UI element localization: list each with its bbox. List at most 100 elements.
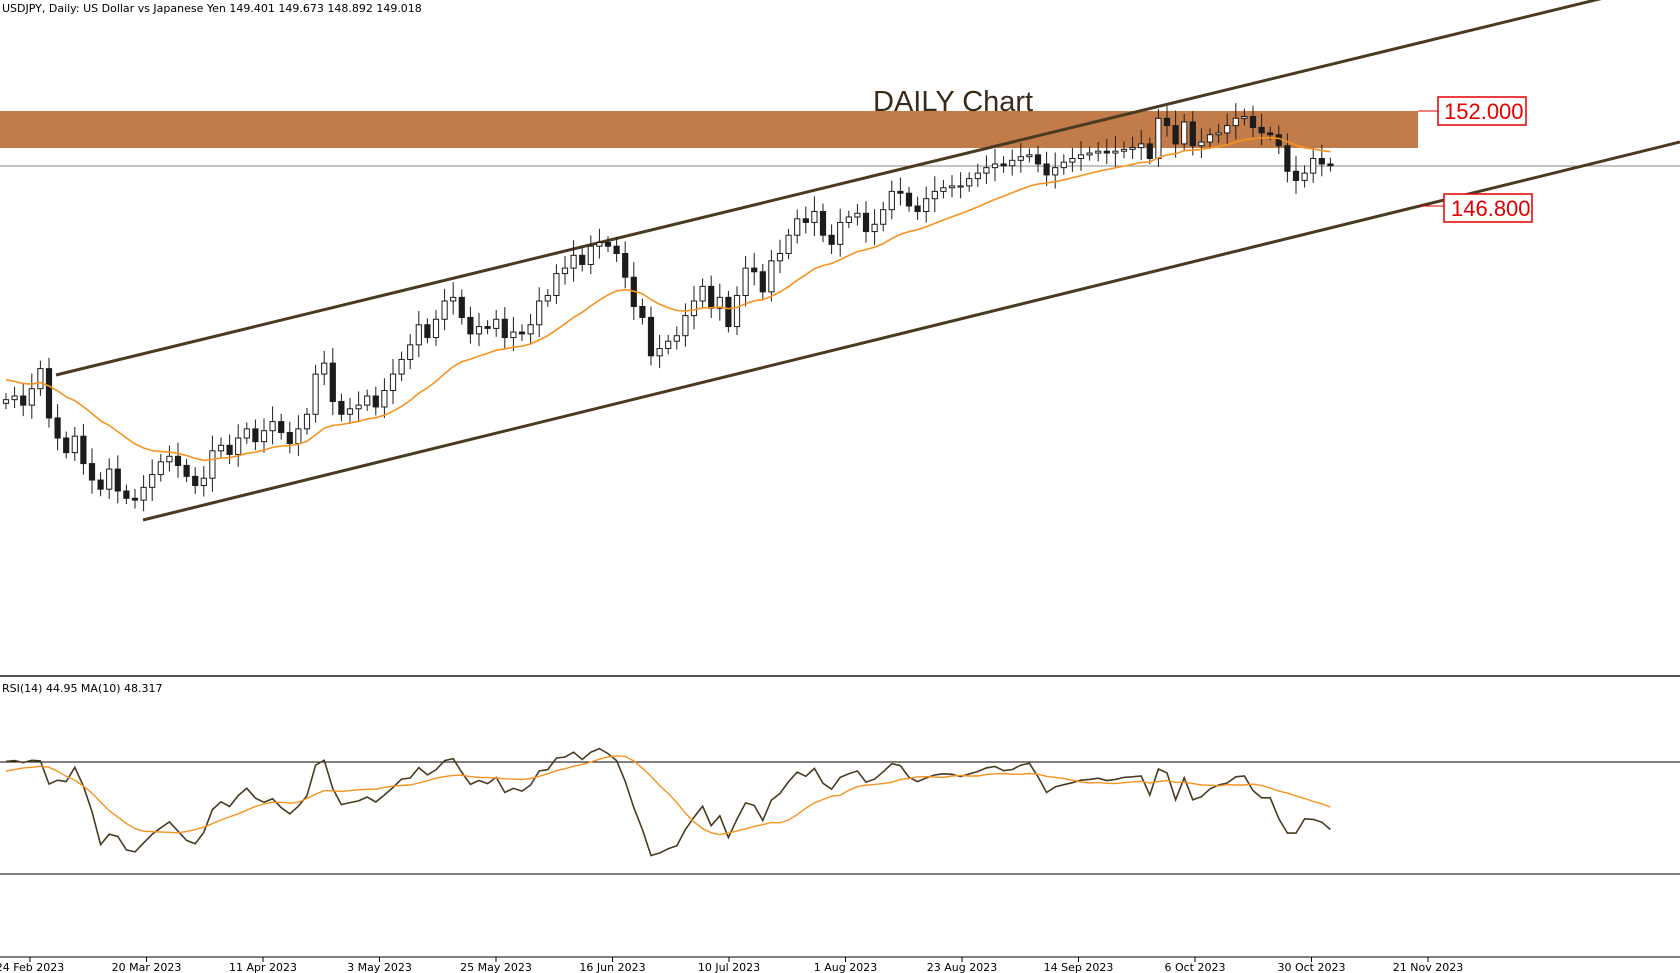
candle-body	[622, 253, 629, 278]
candle	[742, 255, 749, 307]
candle-body	[948, 185, 956, 189]
candle	[613, 236, 620, 262]
candle	[785, 228, 792, 260]
candle	[200, 465, 207, 497]
candle-body	[845, 216, 852, 223]
x-tick-label: 6 Oct 2023	[1164, 961, 1225, 973]
candle	[811, 196, 818, 237]
candle	[338, 393, 345, 422]
x-tick-label: 21 Nov 2023	[1393, 961, 1463, 973]
candle-body	[1189, 121, 1196, 147]
candle-body	[776, 253, 784, 262]
candle-body	[1224, 125, 1231, 134]
candle	[837, 208, 844, 257]
candle-body	[957, 185, 964, 188]
candle	[690, 285, 698, 330]
candle	[1292, 156, 1300, 195]
candle-body	[312, 373, 319, 415]
candle	[131, 488, 139, 509]
candle-body	[613, 245, 620, 254]
candle-body	[699, 285, 706, 302]
candle	[1215, 123, 1222, 144]
rsi-label: RSI(14) 44.95 MA(10) 48.317	[2, 682, 163, 695]
candle-body	[80, 435, 87, 465]
candle-body	[1095, 150, 1102, 154]
support-label: 146.800	[1420, 193, 1533, 223]
candle-body	[217, 444, 225, 452]
candle-body	[355, 404, 362, 410]
candle-body	[346, 408, 354, 415]
candle-body	[475, 326, 483, 335]
candle-body	[286, 432, 293, 444]
candle	[673, 326, 680, 350]
candle	[880, 201, 887, 232]
candle-body	[114, 468, 121, 492]
candle-body	[1077, 154, 1085, 160]
candle	[914, 196, 921, 220]
candle	[587, 235, 594, 275]
x-tick-label: 1 Aug 2023	[814, 961, 877, 973]
candle	[346, 398, 354, 424]
candle	[794, 209, 801, 244]
candle-body	[235, 437, 242, 455]
candle-body	[1232, 117, 1239, 127]
candle	[424, 318, 431, 344]
candle	[286, 421, 293, 454]
candle	[192, 467, 199, 494]
candle	[1206, 128, 1214, 148]
candle	[776, 239, 784, 274]
x-tick-label: 30 Oct 2023	[1277, 961, 1345, 973]
candle	[759, 263, 766, 299]
candle-body	[1163, 117, 1171, 127]
candle	[54, 404, 61, 451]
candle	[1120, 141, 1128, 159]
candle-body	[1129, 147, 1136, 150]
rsi-panel[interactable]: RSI(14) 44.95 MA(10) 48.317	[0, 682, 1680, 875]
candle	[28, 373, 35, 419]
candle	[1327, 157, 1334, 172]
candle	[1310, 147, 1317, 183]
candle	[329, 347, 336, 416]
candle	[441, 288, 448, 331]
candle	[1189, 111, 1196, 156]
candle-body	[527, 324, 534, 335]
candle-body	[269, 421, 276, 432]
candle-body	[407, 344, 414, 360]
candle-body	[166, 455, 173, 463]
candle	[1275, 125, 1282, 155]
candle-body	[458, 296, 465, 318]
candle-body	[733, 295, 741, 328]
candle	[725, 290, 732, 333]
candle-body	[123, 490, 130, 499]
candle	[11, 386, 18, 409]
candle	[716, 283, 723, 321]
candle	[1103, 138, 1110, 165]
candle	[931, 176, 938, 213]
price-panel[interactable]: USDJPY, Daily: US Dollar vs Japanese Yen…	[0, 0, 1680, 522]
candle-body	[1241, 115, 1248, 119]
candle-body	[398, 358, 405, 375]
candle-body	[802, 218, 809, 223]
candle	[639, 298, 646, 325]
candle-body	[940, 187, 947, 192]
candle	[1146, 137, 1153, 165]
candle	[260, 418, 268, 453]
candle-body	[450, 296, 457, 302]
candle	[450, 282, 457, 315]
candle	[114, 455, 121, 504]
candle	[553, 264, 560, 304]
candle	[80, 423, 87, 475]
candle	[768, 250, 775, 302]
candle-body	[604, 242, 612, 247]
candle-body	[1120, 148, 1128, 152]
candle	[819, 203, 827, 243]
candle-body	[819, 210, 827, 236]
channel-lower-line	[142, 140, 1680, 522]
candle-body	[321, 362, 328, 375]
candle	[622, 241, 629, 289]
candle	[1086, 146, 1093, 161]
candle	[106, 458, 113, 499]
candle	[966, 172, 973, 192]
candle	[1052, 152, 1059, 189]
